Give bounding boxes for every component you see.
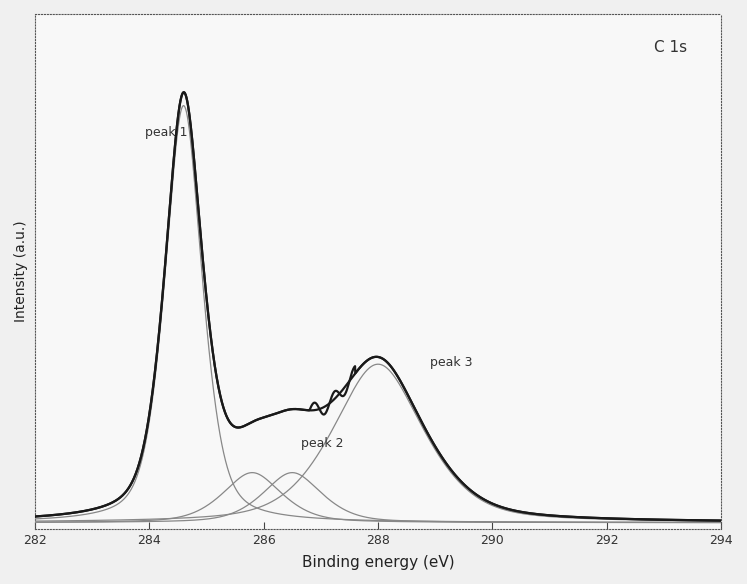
Y-axis label: Intensity (a.u.): Intensity (a.u.) (14, 221, 28, 322)
Text: peak 1: peak 1 (145, 126, 187, 139)
X-axis label: Binding energy (eV): Binding energy (eV) (302, 555, 454, 570)
Text: C 1s: C 1s (654, 40, 687, 55)
Text: peak 2: peak 2 (301, 437, 344, 450)
Text: peak 3: peak 3 (430, 356, 472, 369)
